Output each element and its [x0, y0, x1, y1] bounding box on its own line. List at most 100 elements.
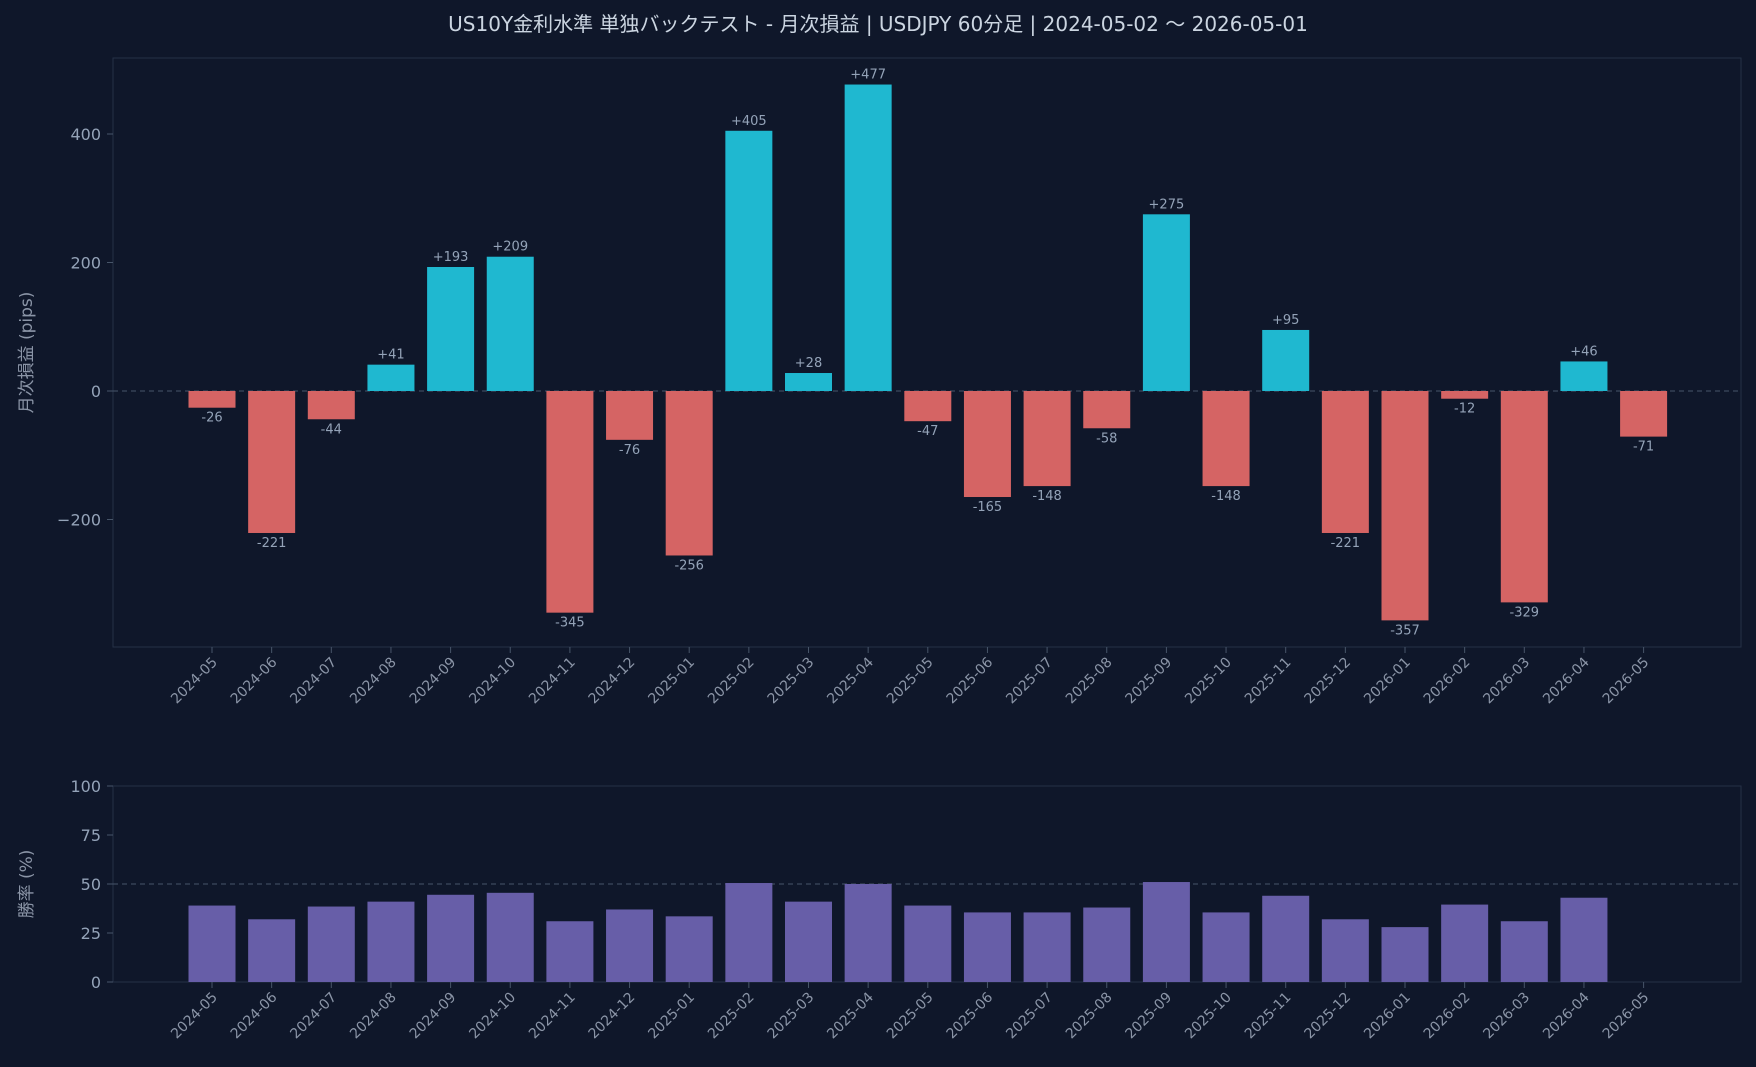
pnl-xtick-label: 2024-07 — [287, 655, 340, 708]
winrate-xtick-label: 2026-05 — [1600, 990, 1653, 1043]
pnl-bar — [963, 391, 1011, 498]
pnl-xtick-label: 2026-04 — [1540, 654, 1593, 707]
pnl-xtick-label: 2025-08 — [1063, 655, 1116, 708]
pnl-data-label: -26 — [201, 411, 222, 426]
pnl-bar — [1500, 391, 1548, 603]
winrate-bar — [188, 905, 236, 982]
winrate-xtick-label: 2025-10 — [1182, 990, 1235, 1043]
winrate-xtick-label: 2026-04 — [1540, 989, 1593, 1042]
winrate-xtick-label: 2026-01 — [1361, 990, 1414, 1043]
pnl-xtick-label: 2024-12 — [586, 655, 639, 708]
pnl-xtick-label: 2025-03 — [765, 655, 818, 708]
winrate-ytick-label: 50 — [81, 875, 101, 894]
pnl-data-label: -148 — [1211, 489, 1241, 504]
pnl-bar — [367, 364, 415, 391]
winrate-ytick-label: 100 — [70, 777, 101, 796]
winrate-xtick-label: 2024-11 — [526, 990, 579, 1043]
pnl-bar — [188, 391, 236, 408]
winrate-xtick-label: 2024-12 — [586, 990, 639, 1043]
pnl-xtick-label: 2025-06 — [944, 654, 997, 707]
pnl-xtick-label: 2025-02 — [705, 655, 758, 708]
winrate-xtick-label: 2024-09 — [407, 990, 460, 1043]
pnl-bar — [1381, 391, 1429, 621]
pnl-xtick-label: 2024-11 — [526, 655, 579, 708]
pnl-xtick-label: 2024-10 — [466, 655, 519, 708]
winrate-xtick-label: 2025-03 — [765, 990, 818, 1043]
pnl-xtick-label: 2024-05 — [168, 655, 221, 708]
pnl-xtick-label: 2025-04 — [824, 654, 877, 707]
pnl-data-label: -165 — [973, 500, 1003, 515]
winrate-bar — [606, 909, 654, 982]
pnl-bar — [665, 391, 713, 556]
pnl-xtick-label: 2026-02 — [1421, 655, 1474, 708]
pnl-bar — [1262, 329, 1310, 391]
winrate-xtick-label: 2025-06 — [944, 989, 997, 1042]
winrate-bar — [904, 905, 952, 982]
winrate-xtick-label: 2025-02 — [705, 990, 758, 1043]
pnl-data-label: +46 — [1570, 344, 1597, 359]
pnl-data-label: -76 — [619, 443, 640, 458]
pnl-bar — [844, 84, 892, 391]
winrate-xtick-label: 2026-02 — [1421, 990, 1474, 1043]
pnl-xtick-label: 2025-10 — [1182, 655, 1235, 708]
pnl-bar — [1202, 391, 1250, 487]
pnl-bar — [1620, 391, 1668, 437]
pnl-bar — [1321, 391, 1369, 533]
pnl-xtick-label: 2025-07 — [1003, 655, 1056, 708]
pnl-data-label: +193 — [433, 250, 469, 265]
winrate-xtick-label: 2024-06 — [228, 989, 281, 1042]
pnl-data-label: +41 — [377, 348, 404, 363]
winrate-bar — [427, 894, 475, 982]
winrate-bar — [546, 921, 594, 982]
pnl-bar — [606, 391, 654, 440]
pnl-bar — [1142, 214, 1190, 391]
winrate-bar — [1560, 897, 1608, 982]
pnl-bar — [785, 373, 832, 391]
winrate-xtick-label: 2025-07 — [1003, 990, 1056, 1043]
pnl-xtick-label: 2024-08 — [347, 655, 400, 708]
winrate-xtick-label: 2025-08 — [1063, 990, 1116, 1043]
winrate-ytick-label: 75 — [81, 826, 101, 845]
pnl-bar — [486, 256, 534, 391]
pnl-data-label: +405 — [731, 114, 767, 129]
chart-title: US10Y金利水準 単独バックテスト - 月次損益 | USDJPY 60分足 … — [448, 12, 1308, 36]
winrate-xtick-label: 2025-09 — [1123, 990, 1176, 1043]
winrate-bar — [844, 884, 892, 982]
winrate-xtick-label: 2024-10 — [466, 990, 519, 1043]
pnl-data-label: -256 — [674, 558, 704, 573]
winrate-bar — [1262, 895, 1310, 982]
pnl-xtick-label: 2024-09 — [407, 655, 460, 708]
pnl-data-label: -221 — [257, 536, 287, 551]
winrate-bar — [307, 906, 355, 982]
pnl-data-label: +95 — [1272, 313, 1299, 328]
winrate-bar — [665, 916, 713, 982]
pnl-ytick-label: 0 — [91, 382, 101, 401]
pnl-y-axis-label: 月次損益 (pips) — [17, 292, 37, 414]
pnl-data-label: -47 — [917, 424, 938, 439]
winrate-xtick-label: 2024-07 — [287, 990, 340, 1043]
pnl-data-label: -148 — [1032, 489, 1062, 504]
pnl-plot-frame — [112, 57, 1742, 648]
pnl-bar — [904, 391, 952, 422]
pnl-bar — [546, 391, 594, 613]
winrate-ytick-label: 25 — [81, 924, 101, 943]
pnl-data-label: -12 — [1454, 402, 1475, 417]
pnl-xtick-label: 2026-01 — [1361, 655, 1414, 708]
pnl-xtick-label: 2025-09 — [1123, 655, 1176, 708]
pnl-ytick-label: 400 — [70, 125, 101, 144]
pnl-data-label: -71 — [1633, 440, 1654, 455]
pnl-bar — [248, 391, 296, 533]
pnl-data-label: -357 — [1390, 623, 1420, 638]
winrate-bar — [1023, 912, 1071, 982]
winrate-xtick-label: 2025-05 — [884, 990, 937, 1043]
pnl-data-label: -221 — [1331, 536, 1361, 551]
pnl-xtick-label: 2025-01 — [645, 655, 698, 708]
winrate-xtick-label: 2025-01 — [645, 990, 698, 1043]
pnl-bar — [1083, 391, 1131, 429]
winrate-xtick-label: 2025-11 — [1242, 990, 1295, 1043]
pnl-bar — [427, 266, 475, 391]
winrate-ytick-label: 0 — [91, 973, 101, 992]
pnl-data-label: -345 — [555, 616, 585, 631]
winrate-y-axis-label: 勝率 (%) — [17, 850, 37, 919]
